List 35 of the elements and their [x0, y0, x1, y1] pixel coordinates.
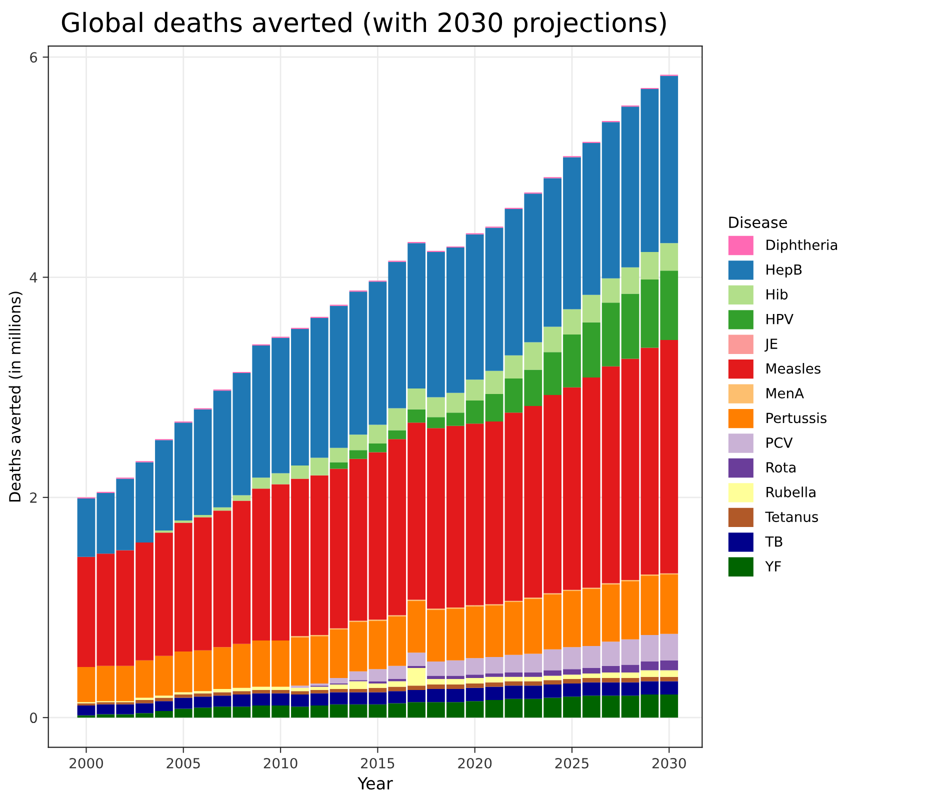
legend-label: Diphtheria — [766, 239, 838, 253]
bar — [310, 683, 328, 686]
legend-label: Rubella — [766, 486, 816, 498]
legend-label: HPV — [766, 314, 794, 324]
legend-label: HepB — [766, 264, 802, 278]
legend-label: Measles — [766, 362, 820, 374]
legend-label: MenA — [766, 388, 804, 398]
bar — [408, 666, 426, 668]
y-tick-label: 2 — [30, 492, 37, 503]
bar — [330, 462, 348, 469]
x-tick-label: 2000 — [70, 758, 103, 768]
x-axis-title: Year — [358, 777, 393, 790]
legend-label: Rota — [766, 462, 796, 473]
y-tick-label: 4 — [30, 272, 38, 283]
bar — [388, 430, 406, 440]
y-tick-label: 0 — [30, 712, 38, 724]
x-tick-label: 2015 — [361, 758, 394, 768]
legend-label: JE — [764, 338, 778, 352]
x-tick-label: 2020 — [458, 758, 492, 768]
legend-title: Disease — [729, 216, 787, 228]
chart-title: Global deaths averted (with 2030 projections) — [62, 12, 666, 38]
legend-label: PCV — [766, 437, 793, 448]
legend-label: TB — [765, 536, 782, 547]
legend-label: Pertussis — [766, 412, 826, 424]
y-tick-label: 6 — [30, 52, 38, 63]
bar — [155, 530, 173, 533]
x-tick-label: 2025 — [555, 758, 588, 768]
x-tick-label: 2030 — [652, 758, 686, 768]
legend-label: Hib — [766, 288, 788, 300]
y-axis-title: Deaths averted (in millions) — [8, 292, 22, 502]
x-tick-label: 2005 — [166, 758, 200, 768]
bar — [232, 495, 251, 501]
legend-label: Tetanus — [765, 512, 818, 522]
x-tick-label: 2010 — [264, 758, 298, 768]
legend-label: YF — [765, 561, 781, 572]
